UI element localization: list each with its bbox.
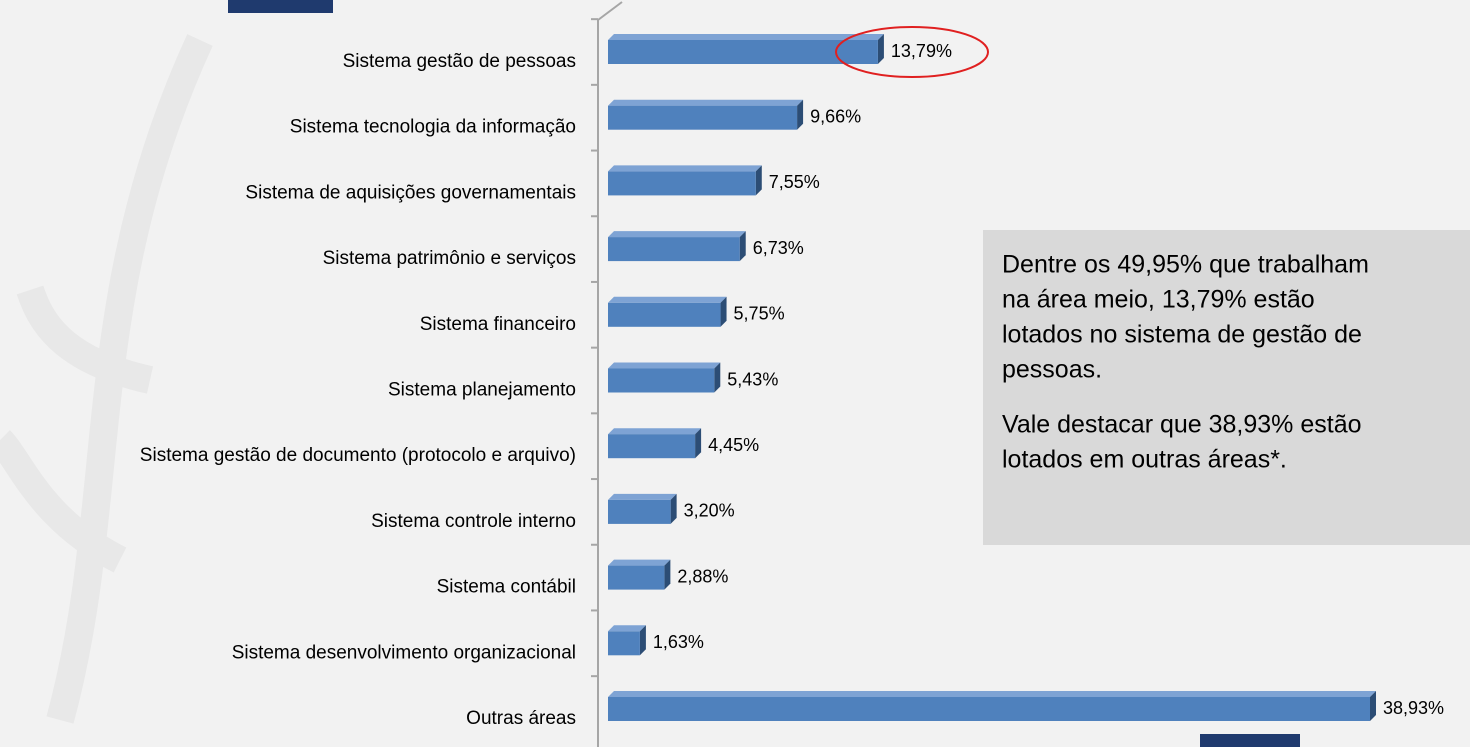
bar-top — [608, 362, 721, 369]
bar-top — [608, 493, 677, 500]
bar — [608, 428, 702, 459]
bar-front — [608, 631, 640, 656]
bar-front — [608, 499, 671, 524]
value-label: 38,93% — [1383, 698, 1444, 718]
category-label: Sistema planejamento — [388, 380, 576, 401]
bar — [608, 165, 762, 196]
bar — [608, 362, 721, 393]
category-label: Sistema gestão de pessoas — [343, 51, 576, 72]
annotation-text: lotados em outras áreas*. — [1002, 446, 1287, 474]
category-label: Sistema contábil — [437, 577, 576, 598]
category-label: Sistema gestão de documento (protocolo e… — [140, 445, 576, 466]
bar-side — [639, 625, 646, 656]
value-label: 5,75% — [734, 304, 785, 324]
bar — [608, 691, 1376, 721]
category-label: Sistema de aquisições governamentais — [245, 182, 576, 203]
bar-side — [877, 34, 884, 64]
category-label: Sistema tecnologia da informação — [290, 117, 576, 138]
annotation-box — [983, 230, 1470, 545]
value-label: 5,43% — [727, 369, 778, 389]
bar-top — [608, 559, 671, 566]
bar — [608, 559, 671, 590]
value-label: 2,88% — [677, 566, 728, 586]
footer-block — [1200, 734, 1300, 747]
value-label: 3,20% — [684, 501, 735, 521]
category-label: Sistema patrimônio e serviços — [323, 248, 576, 269]
bar-side — [670, 493, 677, 524]
bar-front — [608, 434, 696, 459]
watermark — [0, 34, 213, 724]
bar-top — [608, 296, 727, 303]
annotation-text: Dentre os 49,95% que trabalham — [1002, 251, 1369, 279]
category-label: Sistema controle interno — [371, 511, 576, 532]
bar-top — [608, 625, 646, 632]
bar-front — [608, 565, 665, 590]
bar — [608, 34, 884, 64]
bar-front — [608, 105, 798, 130]
bars — [608, 34, 1376, 721]
category-label: Sistema desenvolvimento organizacional — [232, 642, 576, 663]
value-label: 4,45% — [708, 435, 759, 455]
bar-top — [608, 428, 702, 435]
bar — [608, 493, 677, 524]
bar-front — [608, 237, 740, 262]
bar-side — [1370, 691, 1376, 721]
bar-side — [720, 296, 727, 327]
value-label: 1,63% — [653, 632, 704, 652]
bar-top — [608, 691, 1376, 697]
annotation-text: pessoas. — [1002, 356, 1102, 384]
bar — [608, 296, 727, 327]
bar-side — [755, 165, 762, 196]
value-label: 7,55% — [769, 172, 820, 192]
category-label: Outras áreas — [466, 708, 576, 729]
bar-top — [608, 165, 762, 172]
bar-front — [608, 368, 715, 393]
bar-side — [695, 428, 702, 459]
bar-side — [739, 231, 746, 262]
bar-front — [608, 697, 1370, 721]
bar-front — [608, 40, 878, 64]
value-label: 9,66% — [810, 106, 861, 126]
bar-side — [797, 99, 804, 130]
header-block — [228, 0, 333, 13]
value-label: 13,79% — [891, 41, 952, 61]
axis-depth — [597, 1, 623, 21]
bar-side — [714, 362, 721, 393]
bar-side — [664, 559, 671, 590]
bar-top — [608, 99, 804, 106]
bar-front — [608, 171, 756, 196]
bar — [608, 231, 746, 262]
bar-top — [608, 231, 746, 238]
bar-top — [608, 34, 884, 40]
value-label: 6,73% — [753, 238, 804, 258]
highlight-ellipse — [835, 26, 989, 78]
category-label: Sistema financeiro — [420, 314, 576, 335]
annotation-text: Vale destacar que 38,93% estão — [1002, 411, 1362, 439]
bar-front — [608, 302, 721, 327]
bar — [608, 99, 804, 130]
bar — [608, 625, 646, 656]
annotation-text: lotados no sistema de gestão de — [1002, 321, 1362, 349]
annotation-text: na área meio, 13,79% estão — [1002, 286, 1315, 314]
